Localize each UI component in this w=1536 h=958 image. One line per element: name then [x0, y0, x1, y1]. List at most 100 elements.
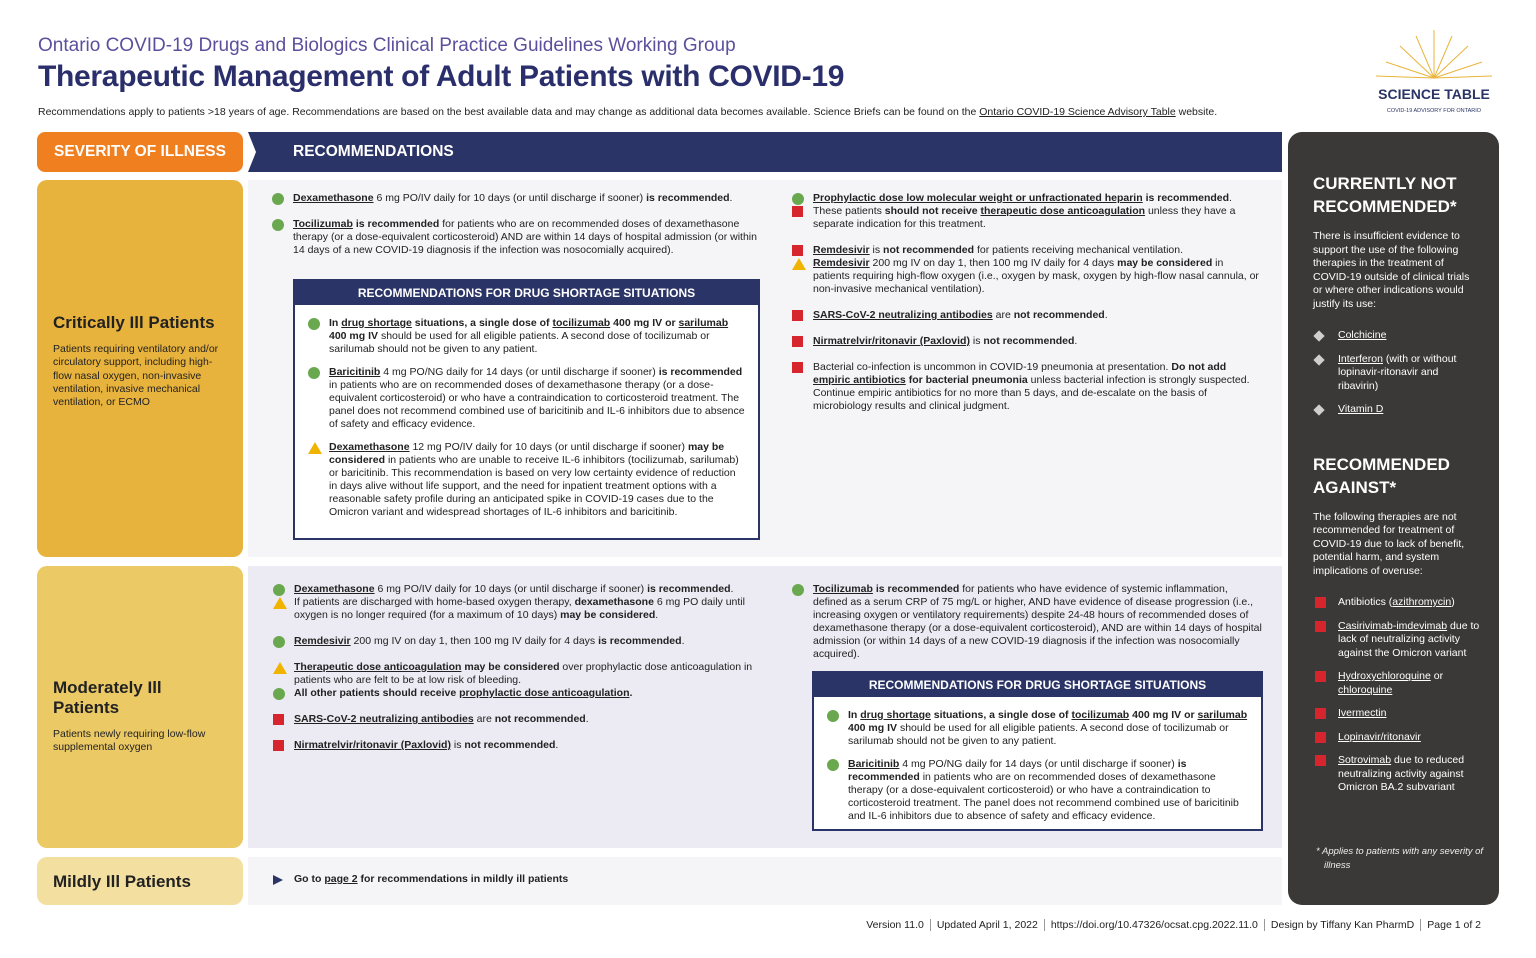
icon-square [1315, 731, 1326, 743]
icon-circle [273, 688, 285, 700]
intro-note: Recommendations apply to patients >18 ye… [38, 106, 1217, 118]
text-run: Dexamethasone [293, 192, 374, 204]
text-run: All other patients should receive [294, 687, 460, 699]
recommendation-text: In drug shortage situations, a single do… [329, 317, 746, 356]
text-run: may be considered [461, 661, 560, 673]
text-run: Tocilizumab [813, 583, 873, 595]
severity-critical: Critically Ill Patients Patients requiri… [37, 180, 243, 557]
icon-circle [792, 193, 804, 205]
text-run: is recommended [646, 192, 730, 204]
text-run: tocilizumab [1071, 709, 1130, 721]
icon-diamond [1313, 404, 1325, 416]
text-run: Ivermectin [1338, 707, 1387, 719]
recommendation-text: If patients are discharged with home-bas… [294, 596, 763, 622]
text-run: in patients requiring high-flow oxygen (… [813, 257, 1259, 295]
recommendation: Bacterial co-infection is uncommon in CO… [792, 361, 1262, 413]
row-name: Mildly Ill Patients [53, 872, 191, 891]
text-run: is [969, 335, 984, 347]
text-run: 4 mg PO/NG daily for 14 days (or until d… [380, 366, 659, 378]
icon-square [792, 362, 803, 373]
text-run: dexamethasone [574, 596, 654, 608]
text-run: In [848, 709, 861, 721]
text-run: is [450, 739, 465, 751]
recommendation-text: Interferon (with or without lopinavir-ri… [1338, 353, 1481, 394]
recommendation: Lopinavir/ritonavir [1313, 731, 1481, 745]
recommendation: Hydroxychloroquine or chloroquine [1313, 670, 1481, 697]
text-run: 200 mg IV on day 1, then 100 mg IV daily… [869, 257, 1118, 269]
recommendation-text: SARS-CoV-2 neutralizing antibodies are n… [294, 713, 763, 726]
recommendation-text: Baricitinib 4 mg PO/NG daily for 14 days… [848, 758, 1249, 823]
text-run: Dexamethasone [294, 583, 375, 595]
text-run: situations, a single dose of [930, 709, 1072, 721]
shortage-title: RECOMMENDATIONS FOR DRUG SHORTAGE SITUAT… [295, 281, 758, 305]
text-run: is recommended [848, 758, 1187, 783]
text-run: is recommended [1142, 192, 1230, 204]
recommendation-text: Nirmatrelvir/ritonavir (Paxlovid) is not… [813, 335, 1262, 348]
text-run: not recommended [494, 713, 586, 725]
recommendation-text: Remdesivir 200 mg IV on day 1, then 100 … [813, 257, 1262, 296]
text-run: Tocilizumab [293, 218, 353, 230]
text-run: 400 mg IV [329, 330, 379, 342]
recommendation: Vitamin D [1313, 403, 1481, 417]
text-run: 4 mg PO/NG daily for 14 days (or until d… [899, 758, 1178, 770]
row-name: Moderately Ill Patients [53, 678, 162, 717]
recommendation-group: Dexamethasone 6 mg PO/IV daily for 10 da… [273, 583, 763, 622]
recommendation: Antibiotics (azithromycin) [1313, 596, 1481, 610]
text-run: situations, a single dose of [411, 317, 553, 329]
text-run: Casirivimab-imdevimab [1338, 619, 1448, 632]
text-run: for patients receiving mechanical ventil… [974, 244, 1184, 256]
logo-tagline: COVID-19 ADVISORY FOR ONTARIO [1387, 108, 1482, 114]
text-run: . [655, 609, 659, 621]
icon-triangle [273, 597, 287, 609]
recommendation: Therapeutic dose anticoagulation may be … [273, 661, 763, 687]
recommendation-text: Ivermectin [1338, 707, 1481, 721]
recommendation: Dexamethasone 6 mg PO/IV daily for 10 da… [273, 583, 763, 596]
text-run: is recommended [647, 583, 731, 595]
text-run: 400 mg IV or [1129, 709, 1198, 721]
recommendation-text: In drug shortage situations, a single do… [848, 709, 1249, 748]
text-run: Lopinavir/ritonavir [1338, 730, 1421, 743]
recommendation: Remdesivir 200 mg IV on day 1, then 100 … [273, 635, 763, 648]
shortage-box: RECOMMENDATIONS FOR DRUG SHORTAGE SITUAT… [812, 671, 1263, 831]
text-run: unless bacterial infection is strongly s… [813, 374, 1250, 412]
recommendation-text: Baricitinib 4 mg PO/NG daily for 14 days… [329, 366, 746, 431]
text-run: due to lack of neutralizing activity aga… [1338, 619, 1480, 659]
text-run: is [869, 244, 884, 256]
recommendation: Baricitinib 4 mg PO/NG daily for 14 days… [827, 758, 1249, 823]
recommendation-group: Dexamethasone 6 mg PO/IV daily for 10 da… [272, 192, 762, 205]
text-run: Antibiotics ( [1338, 596, 1393, 608]
text-run: may be considered [560, 609, 656, 621]
text-run: due to reduced neutralizing activity aga… [1338, 754, 1465, 793]
icon-triangle [792, 258, 806, 270]
icon-diamond [1313, 330, 1325, 342]
text-run: Therapeutic dose anticoagulation [294, 661, 462, 673]
text-run: 6 mg PO/IV daily for 10 days (or until d… [374, 583, 648, 595]
severity-header: SEVERITY OF ILLNESS [37, 132, 243, 172]
logo-name: SCIENCE TABLE [1378, 86, 1490, 102]
text-run: or [1430, 670, 1444, 682]
recommendation-group: Prophylactic dose low molecular weight o… [792, 192, 1262, 231]
icon-circle [792, 584, 804, 596]
text-run: . [629, 687, 633, 699]
text-run: Nirmatrelvir/ritonavir (Paxlovid) [294, 739, 451, 751]
text-run: (with or without lopinavir-ritonavir and… [1338, 352, 1457, 392]
content-mild [248, 857, 1282, 905]
text-run: unless they have a separate indication f… [813, 205, 1236, 230]
recommendation: Tocilizumab is recommended for patients … [792, 583, 1262, 661]
icon-square [1315, 708, 1326, 719]
recommendation-group: Nirmatrelvir/ritonavir (Paxlovid) is not… [273, 739, 763, 752]
sidebar-footnote: * Applies to patients with any severity … [1316, 846, 1484, 871]
text-run: Remdesivir [294, 635, 351, 647]
text-run: is recommended [598, 635, 682, 647]
recommendation-text: Nirmatrelvir/ritonavir (Paxlovid) is not… [294, 739, 763, 752]
icon-square [1315, 671, 1326, 682]
text-run: in patients who are on recommended doses… [848, 771, 1239, 822]
icon-square [1315, 620, 1326, 632]
column: Go to page 2 for recommendations in mild… [273, 873, 973, 899]
recommendation-text: Lopinavir/ritonavir [1338, 731, 1481, 745]
recommendation-text: Tocilizumab is recommended for patients … [293, 218, 762, 257]
sidebar-section: RECOMMENDED AGAINST* The following therap… [1313, 453, 1481, 795]
shortage-title: RECOMMENDATIONS FOR DRUG SHORTAGE SITUAT… [814, 673, 1261, 697]
icon-arrow [273, 875, 283, 885]
recommendation: In drug shortage situations, a single do… [308, 317, 746, 356]
